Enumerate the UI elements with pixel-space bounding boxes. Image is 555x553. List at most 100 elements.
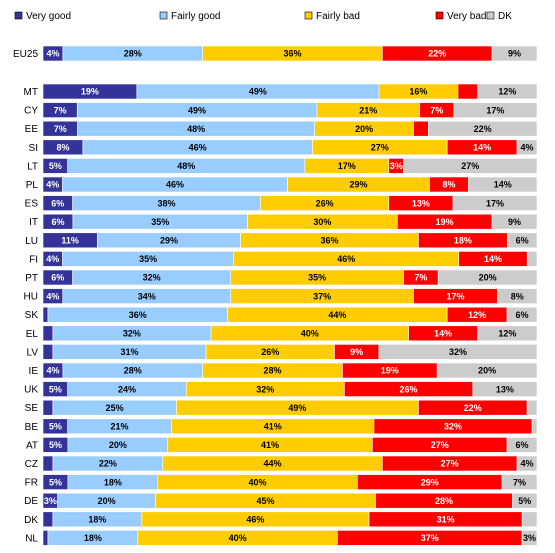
data-label-fairly-bad: 20% (355, 124, 373, 134)
category-label: CY (24, 106, 38, 117)
data-label-fairly-good: 48% (187, 124, 205, 134)
category-label: BE (25, 422, 39, 433)
data-label-dk: 8% (511, 291, 524, 301)
data-label-very-bad: 26% (400, 384, 418, 394)
bar-row-dk: DK 18% 46% 31% (24, 511, 538, 528)
data-label-dk: 7% (513, 477, 526, 487)
data-label-fairly-good: 29% (160, 236, 178, 246)
data-label-very-bad: 14% (484, 254, 502, 264)
category-label: LU (25, 236, 38, 247)
data-label-very-bad: 7% (430, 105, 443, 115)
data-label-fairly-bad: 30% (313, 217, 331, 227)
bar-row-hu: HU 4% 34% 37% 17% 8% (24, 288, 538, 304)
data-label-fairly-bad: 35% (308, 273, 326, 283)
data-label-fairly-bad: 46% (337, 254, 355, 264)
data-label-fairly-good: 31% (120, 347, 138, 357)
data-label-fairly-bad: 36% (321, 236, 339, 246)
bar-segment-dk (516, 455, 538, 472)
bar-row-fr: FR 5% 18% 40% 29% 7% (25, 474, 538, 490)
legend-label-very-bad: Very bad (447, 11, 486, 22)
data-label-dk: 27% (461, 161, 479, 171)
data-label-fairly-good: 18% (84, 533, 102, 543)
data-label-dk: 14% (494, 180, 512, 190)
data-label-very-good: 6% (51, 198, 64, 208)
bar-segment-dk (506, 306, 538, 323)
data-label-dk: 9% (508, 49, 521, 59)
data-label-fairly-good: 20% (109, 440, 127, 450)
category-label: MT (24, 87, 38, 98)
data-label-dk: 3% (523, 533, 536, 543)
data-label-very-bad: 19% (381, 366, 399, 376)
data-label-fairly-good: 21% (111, 422, 129, 432)
data-label-fairly-good: 34% (138, 291, 156, 301)
category-label: SE (25, 403, 39, 414)
data-label-fairly-good: 46% (189, 143, 207, 153)
bar-row-sk: SK 36% 44% 12% 6% (25, 306, 538, 323)
bar-segment-dk (531, 418, 538, 435)
category-label: DK (24, 515, 38, 526)
category-label: EL (26, 329, 39, 340)
bar-row-it: IT 6% 35% 30% 19% 9% (29, 213, 538, 230)
data-label-very-good: 6% (51, 273, 64, 283)
category-label: ES (25, 199, 39, 210)
data-label-very-bad: 29% (421, 477, 439, 487)
bar-row-cy: CY 7% 49% 21% 7% 17% (24, 102, 538, 118)
data-label-very-good: 4% (46, 291, 59, 301)
data-label-very-bad: 13% (412, 198, 430, 208)
bar-row-cz: CZ 22% 44% 27% 4% (25, 455, 538, 472)
data-label-very-good: 19% (81, 87, 99, 97)
bar-segment-dk (521, 530, 538, 546)
data-label-fairly-good: 46% (166, 180, 184, 190)
legend-swatch-fairly-good (159, 11, 168, 20)
data-label-very-good: 3% (44, 496, 57, 506)
bar-row-pl: PL 4% 46% 29% 8% 14% (26, 176, 538, 193)
data-label-fairly-bad: 36% (283, 49, 301, 59)
data-label-very-good: 5% (49, 440, 62, 450)
bar-row-es: ES 6% 38% 26% 13% 17% (25, 195, 538, 211)
data-label-fairly-good: 28% (124, 49, 142, 59)
bar-segment-very-good (42, 455, 54, 472)
data-label-fairly-bad: 41% (264, 422, 282, 432)
data-label-very-bad: 14% (473, 143, 491, 153)
data-label-very-bad: 18% (454, 236, 472, 246)
category-label: DE (24, 496, 38, 507)
data-label-very-good: 6% (51, 217, 64, 227)
data-label-very-good: 4% (46, 366, 59, 376)
bar-segment-dk (491, 45, 538, 62)
data-label-very-good: 7% (54, 124, 67, 134)
bar-segment-dk (436, 362, 538, 379)
bar-segment-dk (403, 158, 538, 174)
bar-segment-dk (472, 381, 538, 397)
data-label-fairly-good: 28% (124, 366, 142, 376)
bar-segment-very-good (42, 511, 54, 528)
bar-row-lu: LU 11% 29% 36% 18% 6% (25, 232, 538, 249)
data-label-fairly-bad: 40% (229, 533, 247, 543)
data-label-dk: 4% (521, 459, 534, 469)
data-label-fairly-good: 20% (98, 496, 116, 506)
bar-row-nl: NL 18% 40% 37% 3% (25, 530, 538, 546)
bar-segment-very-good (42, 306, 49, 323)
data-label-fairly-bad: 27% (371, 143, 389, 153)
data-label-dk: 13% (496, 384, 514, 394)
bar-row-lt: LT 5% 48% 17% 3% 27% (27, 158, 538, 174)
data-label-very-bad: 9% (350, 347, 363, 357)
data-label-fairly-good: 35% (151, 217, 169, 227)
bar-segment-dk (506, 437, 538, 453)
category-label: HU (24, 292, 38, 303)
category-label: PL (26, 180, 39, 191)
bar-segment-very-good (42, 399, 54, 416)
data-label-dk: 32% (449, 347, 467, 357)
data-label-dk: 12% (498, 329, 516, 339)
bar-segment-dk (453, 102, 538, 118)
bar-row-eu25: EU25 4% 28% 36% 22% 9% (13, 45, 538, 62)
data-label-very-bad: 14% (434, 329, 452, 339)
category-label: FI (29, 254, 38, 265)
data-label-fairly-good: 24% (118, 384, 136, 394)
data-label-fairly-bad: 46% (246, 515, 264, 525)
data-label-fairly-bad: 44% (264, 459, 282, 469)
bar-row-fi: FI 4% 35% 46% 14% (29, 251, 538, 267)
bar-segment-dk (501, 474, 538, 490)
category-label: EE (25, 124, 39, 135)
bar-segment-very-good (42, 344, 54, 360)
bar-segment-dk (526, 399, 538, 416)
